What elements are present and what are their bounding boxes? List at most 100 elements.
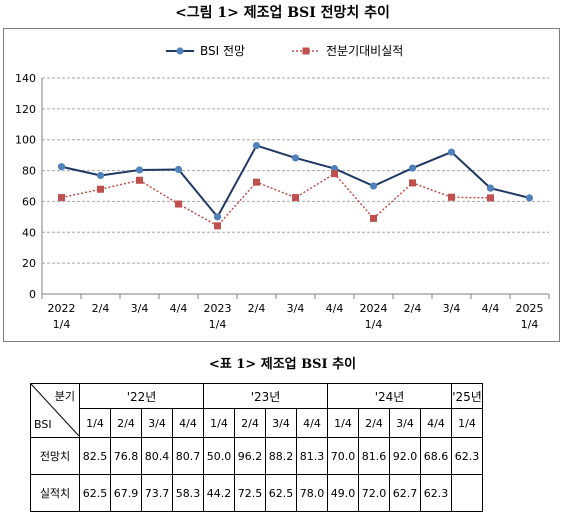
x-tick-label: 4/4 [482,302,500,315]
table-cell: 62.3 [420,474,452,512]
x-tick-label: 2/4 [404,302,422,315]
table-cell: 44.2 [203,474,235,512]
table-row: 실적치 62.5 67.9 73.7 58.3 44.2 72.5 62.5 78.0 49.0 7… [30,474,483,512]
y-tick-label: 0 [29,288,36,301]
row-label: 실적치 [30,474,80,512]
x-tick-label: 2024 [360,302,388,315]
chart-frame: BSI 전망 전분기대비실적 0 20 40 60 80 100 120 140 2022 1/4… [3,28,560,342]
quarter-header: 2/4 [234,408,266,438]
x-tick-label: 3/4 [443,302,461,315]
x-tick-label: 1/4 [521,318,539,331]
x-tick-label: 1/4 [209,318,227,331]
y-tick-label: 80 [22,165,36,178]
bsi-line-chart: BSI 전망 전분기대비실적 0 20 40 60 80 100 120 140 2022 1/4… [15,44,550,331]
legend-label: 전분기대비실적 [326,44,403,58]
quarter-header: 1/4 [203,408,235,438]
row-label: 전망치 [30,437,80,475]
table-cell: 82.5 [79,437,111,475]
series-outlook [57,141,534,221]
table-cell: 68.6 [420,437,452,475]
table-cell: 88.2 [265,437,297,475]
table-cell: 62.7 [389,474,421,512]
table-cell: 80.7 [172,437,204,475]
x-tick-label: 4/4 [170,302,188,315]
x-tick-label: 2023 [204,302,232,315]
table-cell: 81.6 [358,437,390,475]
data-point [408,164,417,172]
y-tick-label: 140 [15,72,36,85]
year-header: '24년 [327,383,452,409]
year-header: '25년 [451,383,483,409]
table-cell: 50.0 [203,437,235,475]
chart-gridlines [42,77,549,264]
table-cell: 80.4 [141,437,173,475]
quarter-header: 4/4 [420,408,452,438]
y-tick-label: 60 [22,195,36,208]
table-cell: 70.0 [327,437,359,475]
quarter-header: 3/4 [265,408,297,438]
y-axis: 0 20 40 60 80 100 120 140 [15,72,43,301]
chart-legend: BSI 전망 전분기대비실적 [166,44,403,58]
data-point [174,165,183,174]
quarter-header: 1/4 [451,408,483,438]
table-cell [451,474,483,512]
x-tick-label: 2025 [516,302,544,315]
y-tick-label: 40 [22,226,36,239]
data-point [96,171,105,180]
legend-label: BSI 전망 [200,44,245,58]
table-title: <표 1> 제조업 BSI 추이 [208,357,357,372]
corner-label-bsi: BSI [34,418,52,431]
legend-marker [302,47,310,55]
x-tick-label: 3/4 [287,302,305,315]
data-point [57,163,66,171]
x-tick-label: 4/4 [326,302,344,315]
data-point [525,194,534,202]
table-cell: 73.7 [141,474,173,512]
series-line [61,172,491,227]
quarter-header: 4/4 [172,408,204,438]
data-point [136,176,143,184]
x-axis: 2022 1/4 2/4 3/4 4/4 2023 1/4 2/4 3/4 4/4 2024 1/4 2… [41,293,550,331]
data-point [448,193,455,201]
quarter-header: 1/4 [327,408,359,438]
corner-label-quarter: 분기 [54,390,75,403]
quarter-header: 4/4 [296,408,328,438]
table-cell: 72.5 [234,474,266,512]
legend-marker [176,47,184,55]
x-tick-label: 3/4 [131,302,149,315]
table-cell: 92.0 [389,437,421,475]
table-cell: 72.0 [358,474,390,512]
year-header: '22년 [79,383,204,409]
table-header-quarters: 1/4 2/4 3/4 4/4 1/4 2/4 3/4 4/4 1/4 2/4 3/4 4/4 1/4 [31,408,483,438]
figure-title: <그림 1> 제조업 BSI 전망치 추이 [175,5,390,21]
data-point [175,200,182,208]
quarter-header: 3/4 [389,408,421,438]
table-header-years: 분기 BSI '22년 '23년 '24년 '25년 [30,383,483,438]
table-cell: 62.3 [451,437,483,475]
table-cell: 81.3 [296,437,328,475]
data-point [447,148,456,156]
data-point [370,214,377,222]
data-point [369,182,378,190]
data-point [487,194,494,202]
table-cell: 96.2 [234,437,266,475]
data-point [291,154,300,162]
table-cell: 49.0 [327,474,359,512]
bsi-table: 분기 BSI '22년 '23년 '24년 '25년 1/4 2/4 3/4 4/4 1/4 2/4 3… [30,383,483,512]
y-tick-label: 20 [22,257,36,270]
quarter-header: 2/4 [358,408,390,438]
x-tick-label: 1/4 [53,318,71,331]
quarter-header: 3/4 [141,408,173,438]
table-cell: 58.3 [172,474,204,512]
data-point [253,178,260,186]
table-cell: 78.0 [296,474,328,512]
data-point [214,222,221,230]
corner-diagonal [31,384,79,436]
table-cell: 67.9 [110,474,142,512]
y-tick-label: 120 [15,103,36,116]
x-tick-label: 2/4 [92,302,110,315]
x-tick-label: 1/4 [365,318,383,331]
chart-series [57,141,534,230]
data-point [213,213,222,221]
data-point [58,194,65,202]
